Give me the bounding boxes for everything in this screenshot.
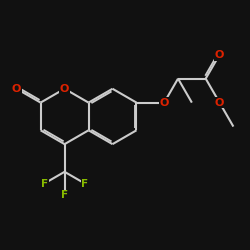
Text: O: O (215, 98, 224, 108)
Text: F: F (61, 190, 68, 200)
Text: O: O (12, 84, 21, 94)
Text: O: O (160, 98, 169, 108)
Text: F: F (40, 178, 48, 188)
Text: O: O (215, 50, 224, 60)
Text: F: F (82, 178, 88, 188)
Text: O: O (60, 84, 69, 94)
